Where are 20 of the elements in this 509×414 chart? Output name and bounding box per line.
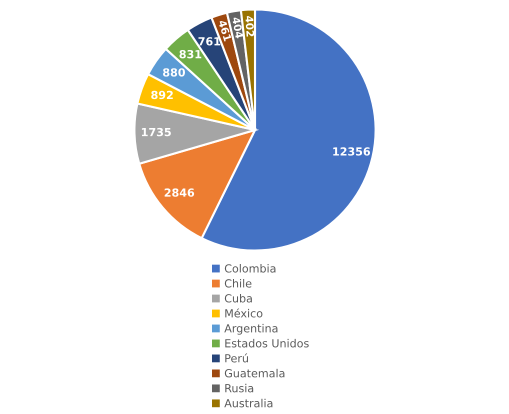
legend-label: México [225, 308, 262, 318]
legend-label: Chile [224, 278, 252, 288]
legend-label: Argentina [224, 324, 278, 335]
legend-label: Rusia [225, 384, 254, 392]
legend-label: Perú [225, 353, 248, 362]
legend-label: Australia [224, 398, 272, 408]
data-label: 892 [151, 90, 173, 100]
data-label: 1735 [142, 128, 171, 136]
data-label: 402 [245, 16, 254, 37]
legend-label: Guatemala [224, 368, 284, 378]
legend-label: Colombia [224, 264, 276, 273]
data-label: 461 [218, 20, 232, 42]
data-label: 880 [163, 68, 185, 77]
data-label: 831 [179, 50, 202, 58]
data-label: 2846 [164, 188, 194, 197]
legend-label: Estados Unidos [225, 338, 309, 348]
data-label: 12356 [333, 147, 370, 156]
data-label: 761 [198, 37, 220, 46]
data-label: 404 [232, 16, 244, 39]
legend-label: Cuba [224, 294, 252, 303]
